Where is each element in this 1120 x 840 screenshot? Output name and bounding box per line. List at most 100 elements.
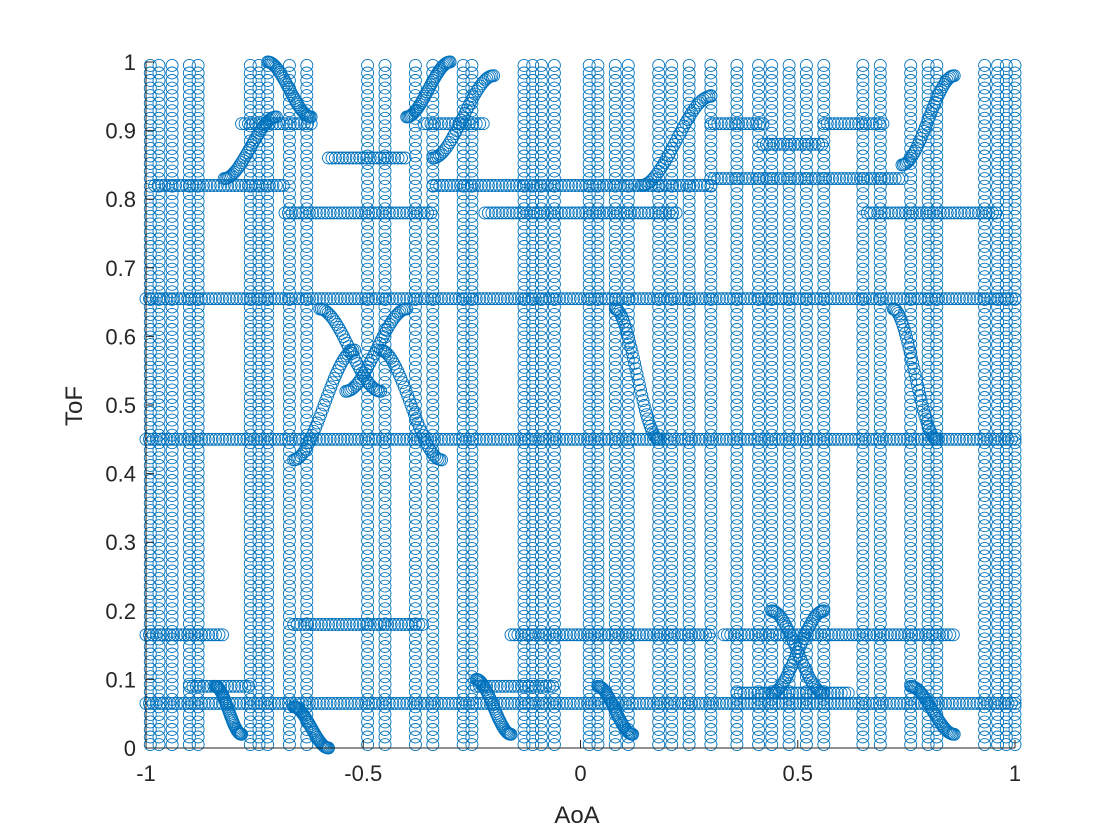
- scatter-point-track-4: [191, 383, 205, 397]
- scatter-point-track-16: [517, 662, 531, 676]
- scatter-point-band-1: [334, 432, 348, 446]
- scatter-point-track-4: [191, 391, 205, 404]
- scatter-point-track-30: [765, 74, 779, 87]
- scatter-point-track-16: [517, 406, 531, 419]
- scatter-point-track-24: [652, 549, 666, 563]
- scatter-point-track-39: [978, 240, 992, 253]
- scatter-point-track-9: [300, 277, 314, 291]
- scatter-point-track-9: [300, 519, 314, 533]
- scatter-point-band-2: [344, 292, 358, 306]
- scatter-point-track-32: [799, 111, 813, 125]
- scatter-point-band-0: [935, 696, 949, 710]
- scatter-point-track-35: [873, 662, 887, 676]
- scatter-point-track-2: [165, 391, 179, 404]
- scatter-point-track-39: [978, 307, 992, 321]
- scatter-point-track-37: [921, 330, 935, 344]
- scatter-point-track-12: [408, 345, 422, 359]
- scatter-point-track-19: [547, 572, 561, 586]
- scatter-point-track-18: [534, 277, 548, 291]
- scatter-point-track-26: [682, 609, 696, 623]
- scatter-point-track-12: [408, 670, 422, 684]
- scatter-point-track-20: [582, 330, 596, 344]
- scatter-point-band-0: [160, 696, 174, 710]
- scatter-point-band-0: [653, 696, 667, 710]
- scatter-point-band-9: [575, 179, 589, 192]
- scatter-point-track-24: [652, 262, 666, 276]
- scatter-point-band-1: [275, 432, 289, 446]
- scatter-point-band-0: [542, 696, 556, 710]
- scatter-point-track-1: [152, 262, 166, 276]
- scatter-point-band-7: [403, 206, 417, 220]
- scatter-point-track-23: [621, 187, 635, 201]
- scatter-point-track-35: [873, 217, 887, 231]
- scatter-point-track-36: [904, 179, 918, 193]
- scatter-point-track-1: [152, 413, 166, 427]
- scatter-point-track-1: [152, 134, 166, 148]
- scatter-point-track-2: [165, 240, 179, 253]
- scatter-point-track-33: [817, 375, 831, 389]
- scatter-point-track-20: [582, 172, 596, 186]
- scatter-point-track-1: [152, 541, 166, 555]
- scatter-point-track-15: [465, 443, 479, 457]
- scatter-point-track-10: [361, 240, 375, 253]
- scatter-point-track-9: [300, 262, 314, 276]
- scatter-point-band-6: [912, 628, 925, 642]
- scatter-point-track-23: [621, 224, 635, 238]
- scatter-point-track-29: [752, 413, 766, 427]
- scatter-point-band-2: [626, 292, 640, 306]
- scatter-point-track-39: [978, 594, 992, 608]
- scatter-point-band-1: [636, 432, 650, 446]
- scatter-point-track-30: [765, 307, 779, 321]
- scatter-point-track-16: [517, 277, 531, 291]
- scatter-point-track-16: [517, 602, 531, 616]
- scatter-point-track-39: [978, 406, 992, 419]
- scatter-point-track-18: [534, 149, 548, 163]
- scatter-point-track-6: [252, 670, 266, 684]
- scatter-point-track-2: [165, 232, 179, 246]
- scatter-point-track-31: [782, 504, 796, 518]
- scatter-point-track-16: [517, 723, 531, 736]
- scatter-point-track-1: [152, 96, 166, 110]
- scatter-point-track-40: [991, 715, 1005, 729]
- scatter-point-track-37: [921, 270, 935, 284]
- scatter-point-track-22: [608, 119, 622, 133]
- scatter-point-track-18: [534, 81, 548, 95]
- scatter-point-track-35: [873, 224, 887, 238]
- scatter-point-track-0: [143, 730, 157, 744]
- scatter-point-band-4: [377, 618, 391, 631]
- scatter-point-track-7: [261, 323, 275, 336]
- scatter-point-track-27: [704, 519, 718, 533]
- scatter-point-band-9: [450, 179, 464, 192]
- scatter-point-track-42: [1008, 81, 1022, 95]
- scatter-point-track-35: [873, 300, 887, 314]
- scatter-point-track-3: [182, 89, 196, 103]
- scatter-point-band-0: [1001, 696, 1015, 710]
- scatter-point-track-38: [930, 172, 944, 186]
- scatter-point-track-0: [143, 715, 157, 729]
- scatter-point-band-6: [731, 628, 745, 642]
- scatter-point-band-3: [216, 628, 229, 642]
- scatter-point-track-32: [799, 209, 813, 223]
- scatter-point-track-38: [930, 647, 944, 661]
- scatter-point-band-2: [716, 292, 730, 306]
- scatter-point-track-0: [143, 519, 157, 533]
- scatter-point-track-6: [252, 715, 266, 729]
- scatter-point-track-3: [182, 458, 196, 472]
- scatter-point-track-37: [921, 255, 935, 269]
- scatter-point-track-21: [591, 81, 605, 95]
- scatter-point-track-22: [608, 496, 622, 510]
- scatter-point-track-15: [465, 262, 479, 276]
- scatter-point-track-9: [300, 172, 314, 186]
- scatter-point-track-26: [682, 391, 696, 404]
- scatter-point-track-11: [378, 232, 392, 246]
- scatter-point-track-35: [873, 383, 887, 397]
- scatter-point-track-14: [456, 466, 470, 480]
- scatter-point-band-5: [608, 628, 622, 642]
- scatter-point-track-37: [921, 594, 935, 608]
- scatter-point-track-16: [517, 66, 531, 80]
- scatter-point-track-19: [547, 172, 561, 186]
- scatter-point-track-8: [282, 640, 296, 653]
- scatter-point-track-10: [361, 104, 375, 118]
- scatter-point-track-40: [991, 157, 1005, 170]
- scatter-point-track-38: [930, 504, 944, 518]
